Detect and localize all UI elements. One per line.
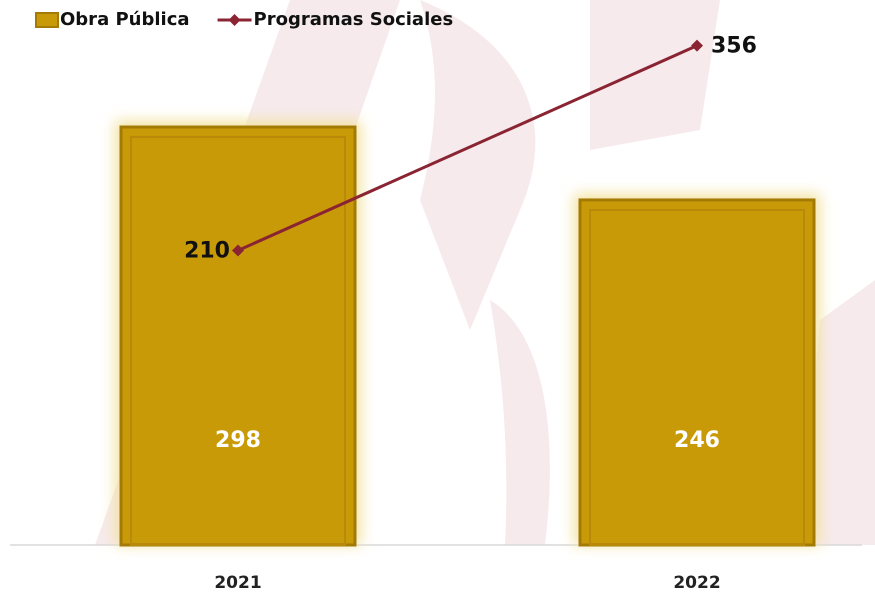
data-label: 246 [674,428,720,453]
legend: Obra Pública Programas Sociales [35,9,454,30]
x-tick-label: 2022 [673,573,720,593]
line-marker [691,39,703,52]
legend-label: Programas Sociales [254,9,454,30]
x-tick-label: 2021 [214,573,261,593]
legend-label: Obra Pública [60,9,190,30]
line [237,44,698,252]
bar-bevel [589,208,805,546]
data-label: 298 [215,428,261,453]
data-label: 356 [711,34,757,59]
line-marker [232,244,244,257]
data-label: 210 [184,238,230,263]
bar [578,198,816,547]
legend-marker [228,14,241,26]
bar-bevel [130,136,346,547]
legend-swatch [35,12,59,28]
bar [119,125,357,547]
